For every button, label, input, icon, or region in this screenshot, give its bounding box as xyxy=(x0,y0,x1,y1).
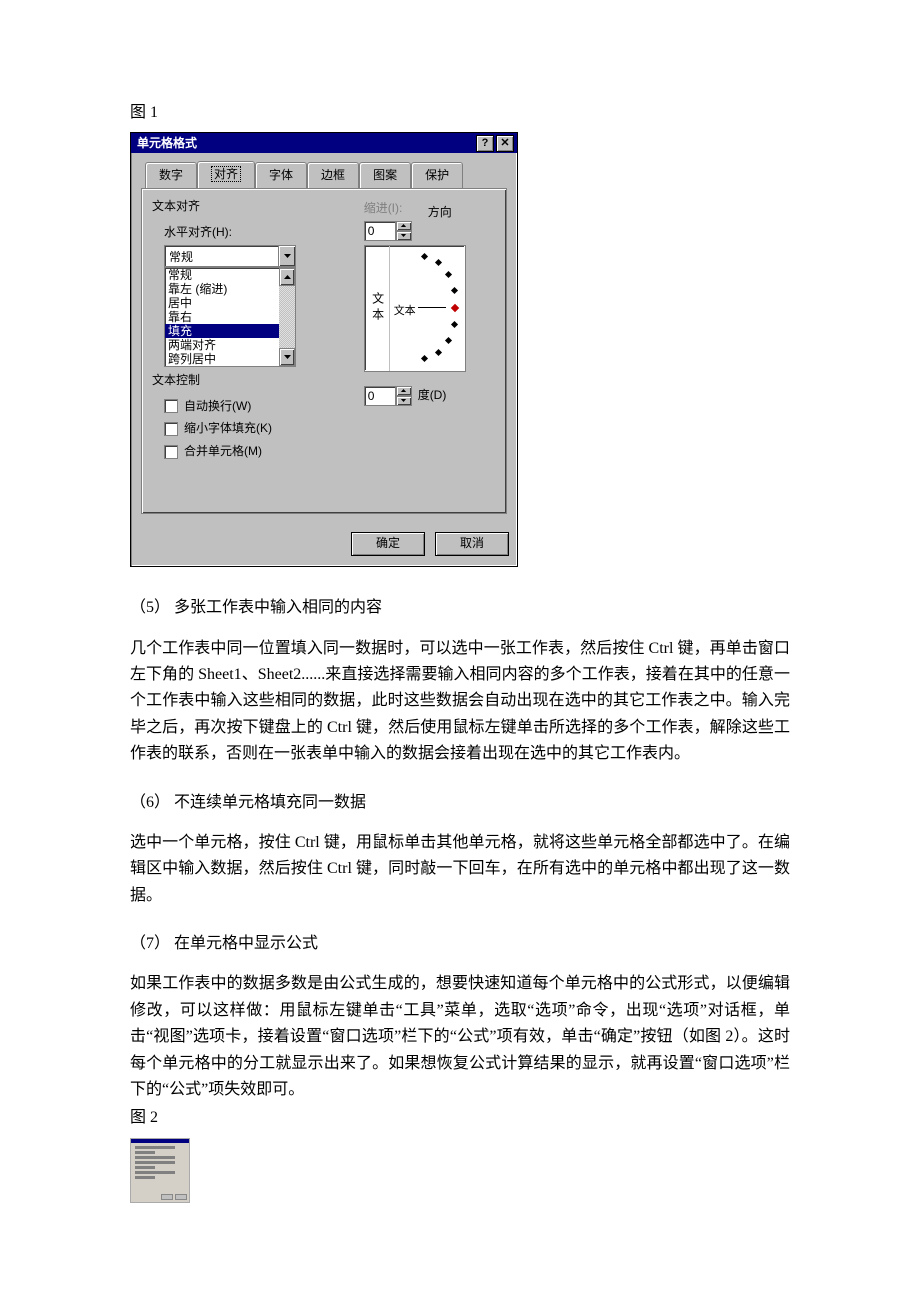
degree-spinner[interactable] xyxy=(364,386,412,406)
shrink-fit-checkbox[interactable]: 缩小字体填充(K) xyxy=(164,419,364,439)
tab-alignment[interactable]: 对齐 xyxy=(197,161,255,188)
figure-2-thumbnail xyxy=(130,1138,190,1203)
spin-down-icon[interactable] xyxy=(396,231,412,241)
list-item[interactable]: 两端对齐 xyxy=(165,338,279,352)
cell-format-dialog: 单元格格式 ? ✕ 数字 对齐 字体 边框 图案 保护 文本对齐 水平对齐(H)… xyxy=(130,132,518,567)
vertical-text-button[interactable]: 文本 xyxy=(365,246,390,371)
tab-number[interactable]: 数字 xyxy=(145,162,197,189)
chevron-down-icon[interactable] xyxy=(278,246,295,266)
tab-pattern[interactable]: 图案 xyxy=(359,162,411,189)
dialog-title: 单元格格式 xyxy=(137,133,197,153)
indent-input[interactable] xyxy=(364,221,396,241)
horizontal-align-combo[interactable]: 常规 xyxy=(164,245,296,267)
ok-button[interactable]: 确定 xyxy=(351,532,425,556)
list-item[interactable]: 常规 xyxy=(165,268,279,282)
degree-label: 度(D) xyxy=(418,386,447,406)
section-6-paragraph: 选中一个单元格，按住 Ctrl 键，用鼠标单击其他单元格，就将这些单元格全部都选… xyxy=(130,830,790,909)
figure-2-caption: 图 2 xyxy=(130,1105,790,1131)
checkbox-icon xyxy=(164,422,178,436)
list-item[interactable]: 靠左 (缩进) xyxy=(165,282,279,296)
dialog-titlebar: 单元格格式 ? ✕ xyxy=(131,133,517,153)
listbox-scrollbar[interactable] xyxy=(279,268,295,366)
scroll-up-icon[interactable] xyxy=(279,268,295,286)
text-align-section-label: 文本对齐 xyxy=(152,197,364,217)
orientation-section-label: 方向 xyxy=(428,203,496,223)
close-icon[interactable]: ✕ xyxy=(496,135,514,152)
section-6-heading: （6） 不连续单元格填充同一数据 xyxy=(130,790,790,816)
merge-cells-checkbox[interactable]: 合并单元格(M) xyxy=(164,442,364,462)
tab-border[interactable]: 边框 xyxy=(307,162,359,189)
spin-up-icon[interactable] xyxy=(396,221,412,231)
text-control-section-label: 文本控制 xyxy=(152,371,364,391)
tab-protection[interactable]: 保护 xyxy=(411,162,463,189)
checkbox-icon xyxy=(164,399,178,413)
section-7-paragraph: 如果工作表中的数据多数是由公式生成的，想要快速知道每个单元格中的公式形式，以便编… xyxy=(130,971,790,1103)
section-7-heading: （7） 在单元格中显示公式 xyxy=(130,931,790,957)
rotation-dial[interactable]: 文本 xyxy=(390,246,465,371)
help-icon[interactable]: ? xyxy=(476,135,494,152)
horizontal-align-listbox[interactable]: 常规 靠左 (缩进) 居中 靠右 填充 两端对齐 跨列居中 xyxy=(164,267,296,367)
section-5-paragraph: 几个工作表中同一位置填入同一数据时，可以选中一张工作表，然后按住 Ctrl 键，… xyxy=(130,636,790,768)
cancel-button[interactable]: 取消 xyxy=(435,532,509,556)
spin-down-icon[interactable] xyxy=(396,396,412,406)
list-item[interactable]: 居中 xyxy=(165,296,279,310)
list-item[interactable]: 填充 xyxy=(165,324,279,338)
degree-input[interactable] xyxy=(364,386,396,406)
alignment-panel: 文本对齐 水平对齐(H): 常规 常规 靠左 (缩进) xyxy=(141,188,507,514)
list-item[interactable]: 跨列居中 xyxy=(165,352,279,366)
horizontal-align-label: 水平对齐(H): xyxy=(164,223,364,243)
orientation-control[interactable]: 文本 文本 xyxy=(364,245,466,372)
tab-font[interactable]: 字体 xyxy=(255,162,307,189)
tab-strip: 数字 对齐 字体 边框 图案 保护 xyxy=(145,161,507,188)
horizontal-align-value: 常规 xyxy=(165,246,278,266)
section-5-heading: （5） 多张工作表中输入相同的内容 xyxy=(130,595,790,621)
wrap-text-checkbox[interactable]: 自动换行(W) xyxy=(164,397,364,417)
indent-spinner[interactable] xyxy=(364,221,412,241)
spin-up-icon[interactable] xyxy=(396,386,412,396)
figure-1-caption: 图 1 xyxy=(130,100,790,126)
indent-label: 缩进(I): xyxy=(364,199,412,219)
checkbox-icon xyxy=(164,445,178,459)
scroll-down-icon[interactable] xyxy=(279,348,295,366)
list-item[interactable]: 靠右 xyxy=(165,310,279,324)
